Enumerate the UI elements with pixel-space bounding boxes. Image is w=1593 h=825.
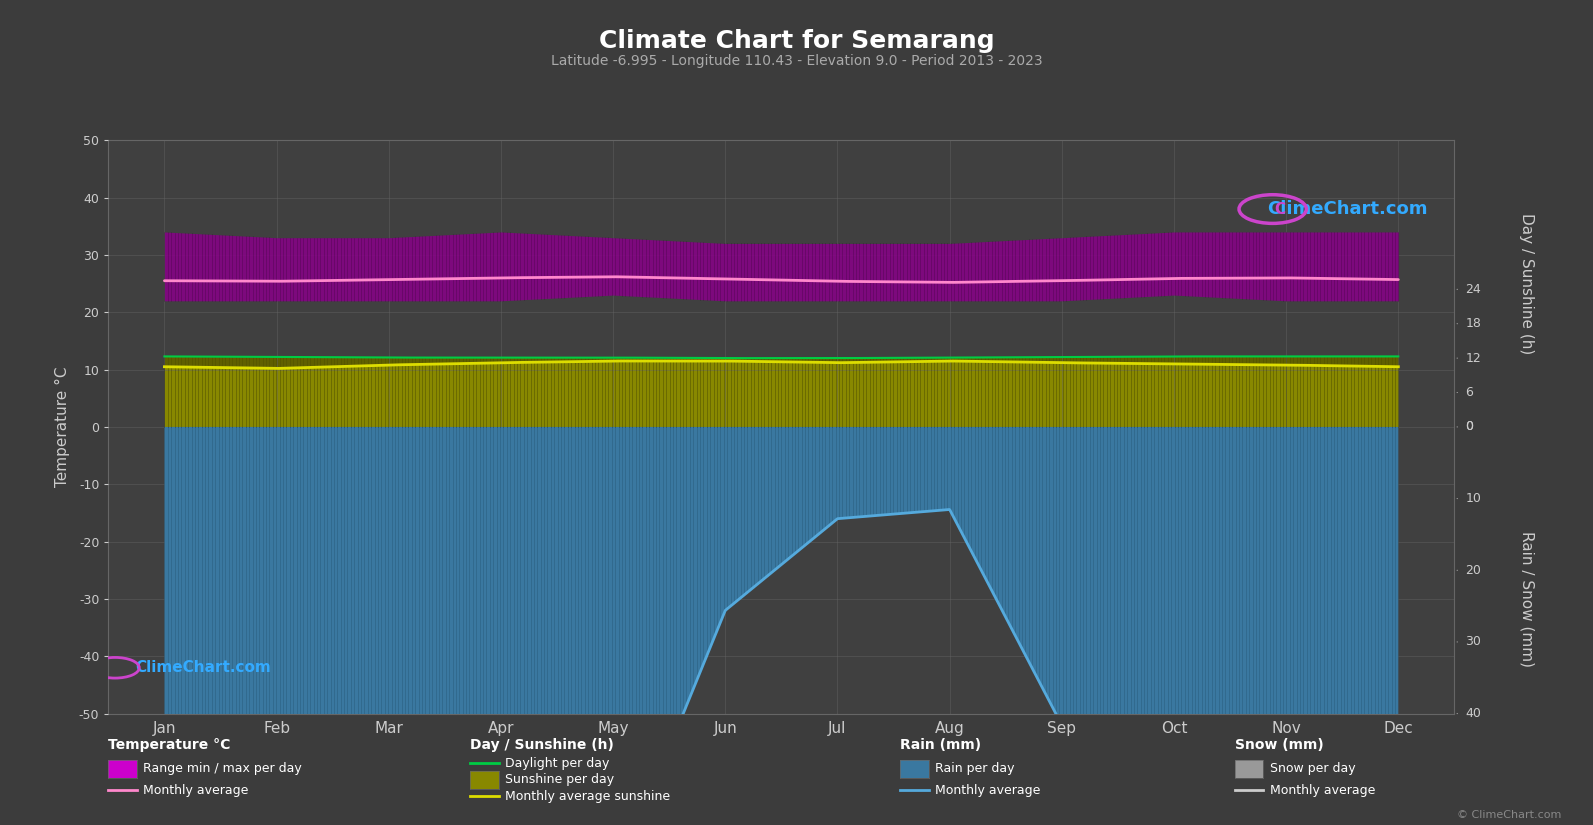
Text: Monthly average: Monthly average — [1270, 784, 1375, 797]
Text: Temperature °C: Temperature °C — [108, 738, 231, 752]
Text: Rain per day: Rain per day — [935, 762, 1015, 776]
Text: Rain / Snow (mm): Rain / Snow (mm) — [1520, 531, 1534, 667]
Text: Climate Chart for Semarang: Climate Chart for Semarang — [599, 29, 994, 53]
Text: 10: 10 — [1466, 492, 1481, 505]
Text: 0: 0 — [1466, 421, 1474, 433]
Text: 6: 6 — [1466, 386, 1474, 399]
Text: 30: 30 — [1466, 635, 1481, 648]
Text: Latitude -6.995 - Longitude 110.43 - Elevation 9.0 - Period 2013 - 2023: Latitude -6.995 - Longitude 110.43 - Ele… — [551, 54, 1042, 68]
Text: 0: 0 — [1466, 421, 1474, 433]
Text: Range min / max per day: Range min / max per day — [143, 762, 303, 776]
Text: C: C — [1274, 201, 1286, 216]
Text: 12: 12 — [1466, 351, 1481, 365]
Text: Monthly average: Monthly average — [143, 784, 249, 797]
Text: Snow (mm): Snow (mm) — [1235, 738, 1324, 752]
Text: 40: 40 — [1466, 707, 1481, 720]
Text: Daylight per day: Daylight per day — [505, 757, 610, 770]
Y-axis label: Temperature °C: Temperature °C — [56, 366, 70, 488]
Text: Snow per day: Snow per day — [1270, 762, 1356, 776]
Text: Day / Sunshine (h): Day / Sunshine (h) — [1520, 213, 1534, 354]
Text: Day / Sunshine (h): Day / Sunshine (h) — [470, 738, 613, 752]
Text: Sunshine per day: Sunshine per day — [505, 773, 615, 786]
Text: ClimeChart.com: ClimeChart.com — [1266, 200, 1427, 218]
Text: Monthly average sunshine: Monthly average sunshine — [505, 790, 671, 803]
Text: 18: 18 — [1466, 318, 1481, 330]
Text: ClimeChart.com: ClimeChart.com — [135, 660, 271, 675]
Text: © ClimeChart.com: © ClimeChart.com — [1456, 810, 1561, 820]
Text: 20: 20 — [1466, 563, 1481, 577]
Text: Monthly average: Monthly average — [935, 784, 1040, 797]
Text: 24: 24 — [1466, 283, 1481, 296]
Text: Rain (mm): Rain (mm) — [900, 738, 981, 752]
